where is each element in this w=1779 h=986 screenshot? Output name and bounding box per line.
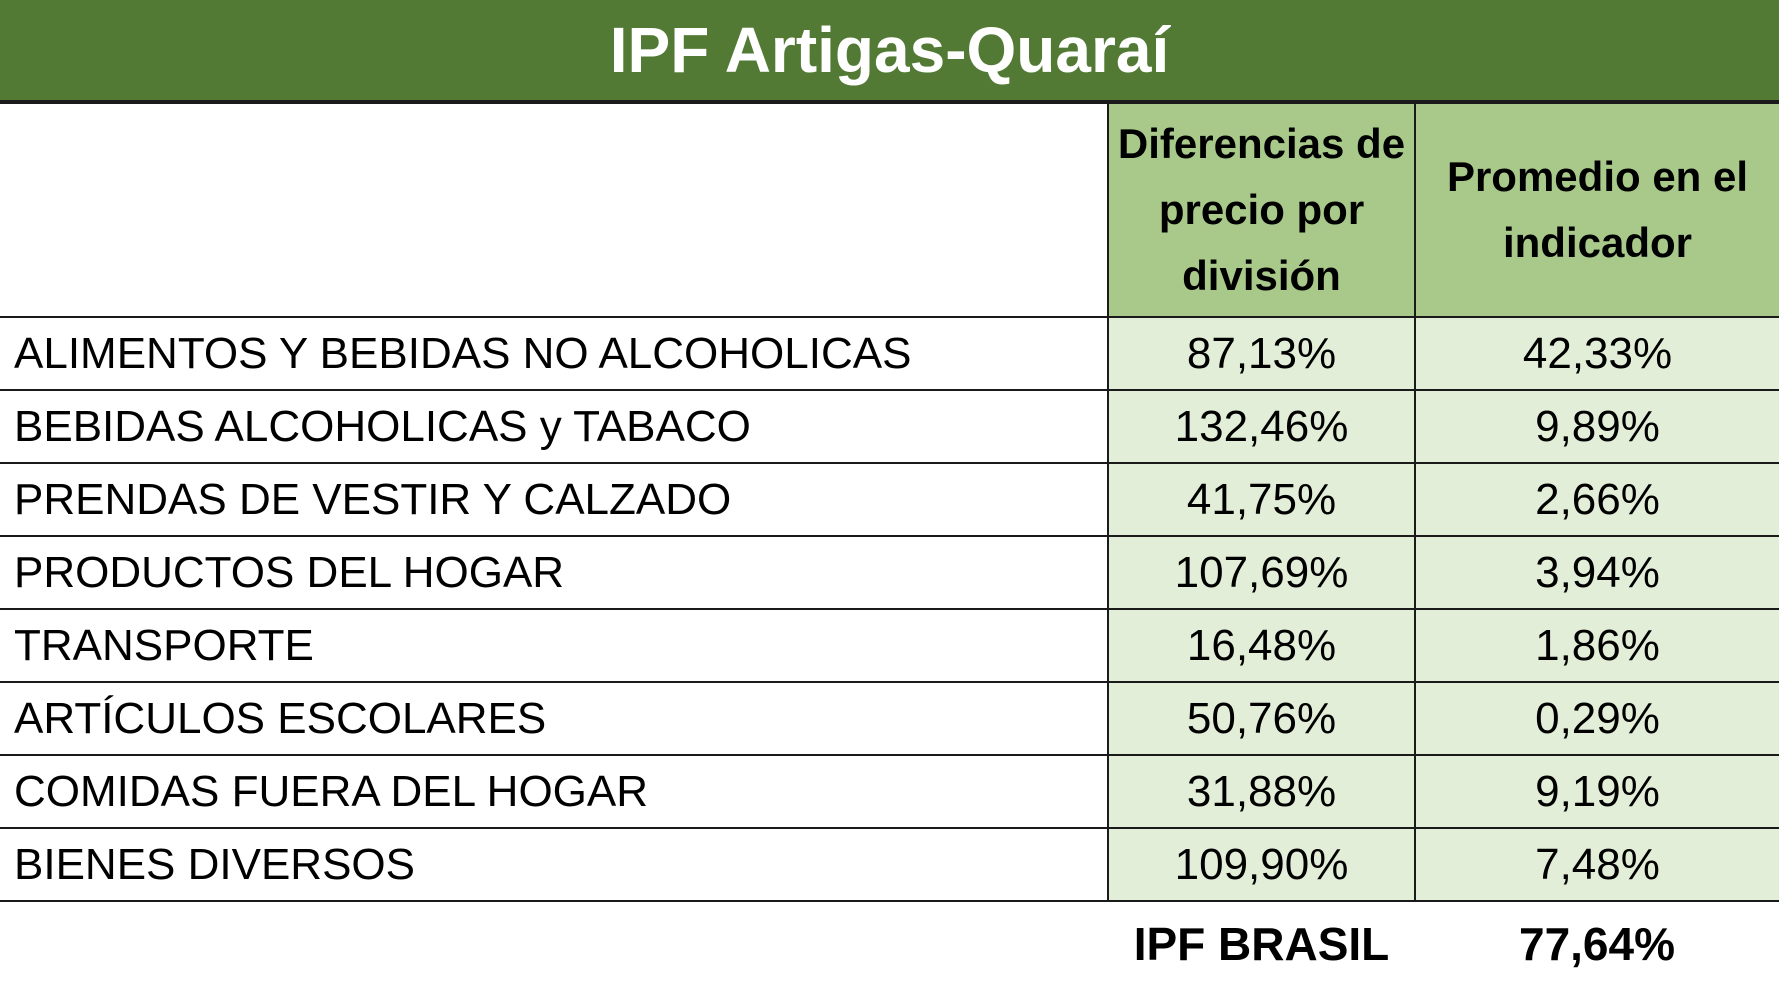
table-row: BIENES DIVERSOS 109,90% 7,48% (0, 827, 1779, 902)
row-promedio-value: 2,66% (1414, 462, 1779, 537)
table-body: ALIMENTOS Y BEBIDAS NO ALCOHOLICAS 87,13%… (0, 316, 1779, 902)
row-diferencia-value: 31,88% (1107, 754, 1416, 829)
header-blank-cell (0, 102, 1109, 318)
row-label: BEBIDAS ALCOHOLICAS y TABACO (0, 389, 1109, 464)
row-promedio-value: 9,19% (1414, 754, 1779, 829)
table-row: ARTÍCULOS ESCOLARES 50,76% 0,29% (0, 681, 1779, 756)
row-diferencia-value: 109,90% (1107, 827, 1416, 902)
row-label: PRODUCTOS DEL HOGAR (0, 535, 1109, 610)
row-diferencia-value: 107,69% (1107, 535, 1416, 610)
row-promedio-value: 9,89% (1414, 389, 1779, 464)
total-empty-cell (0, 901, 1108, 986)
row-label: BIENES DIVERSOS (0, 827, 1109, 902)
row-diferencia-value: 50,76% (1107, 681, 1416, 756)
total-row: IPF BRASIL 77,64% (0, 901, 1779, 986)
table-row: BEBIDAS ALCOHOLICAS y TABACO 132,46% 9,89% (0, 389, 1779, 464)
row-label: ARTÍCULOS ESCOLARES (0, 681, 1109, 756)
row-promedio-value: 42,33% (1414, 316, 1779, 391)
header-row: Diferencias de precio por división Prome… (0, 102, 1779, 318)
table-title: IPF Artigas-Quaraí (609, 14, 1170, 86)
row-label: PRENDAS DE VESTIR Y CALZADO (0, 462, 1109, 537)
table-row: TRANSPORTE 16,48% 1,86% (0, 608, 1779, 683)
row-diferencia-value: 87,13% (1107, 316, 1416, 391)
row-promedio-value: 7,48% (1414, 827, 1779, 902)
total-label: IPF BRASIL (1108, 901, 1415, 986)
title-bar: IPF Artigas-Quaraí (0, 0, 1779, 102)
row-label: TRANSPORTE (0, 608, 1109, 683)
row-promedio-value: 0,29% (1414, 681, 1779, 756)
row-promedio-value: 3,94% (1414, 535, 1779, 610)
table-row: ALIMENTOS Y BEBIDAS NO ALCOHOLICAS 87,13%… (0, 316, 1779, 391)
row-diferencia-value: 41,75% (1107, 462, 1416, 537)
row-promedio-value: 1,86% (1414, 608, 1779, 683)
table-row: PRENDAS DE VESTIR Y CALZADO 41,75% 2,66% (0, 462, 1779, 537)
total-value: 77,64% (1415, 901, 1779, 986)
header-diferencias: Diferencias de precio por división (1107, 102, 1416, 318)
header-promedio: Promedio en el indicador (1414, 102, 1779, 318)
row-label: COMIDAS FUERA DEL HOGAR (0, 754, 1109, 829)
row-diferencia-value: 132,46% (1107, 389, 1416, 464)
row-diferencia-value: 16,48% (1107, 608, 1416, 683)
table-row: PRODUCTOS DEL HOGAR 107,69% 3,94% (0, 535, 1779, 610)
row-label: ALIMENTOS Y BEBIDAS NO ALCOHOLICAS (0, 316, 1109, 391)
ipf-table: Diferencias de precio por división Prome… (0, 102, 1779, 986)
table-row: COMIDAS FUERA DEL HOGAR 31,88% 9,19% (0, 754, 1779, 829)
